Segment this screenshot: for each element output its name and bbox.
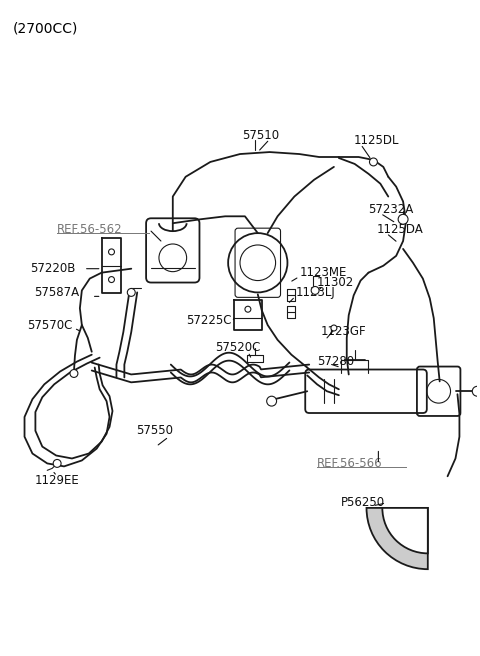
Circle shape — [53, 459, 61, 467]
Text: 57510: 57510 — [242, 129, 279, 142]
Text: (2700CC): (2700CC) — [12, 22, 78, 35]
Text: 1129EE: 1129EE — [35, 474, 79, 487]
Wedge shape — [367, 508, 428, 569]
Text: REF.56-562: REF.56-562 — [57, 222, 123, 236]
Circle shape — [245, 306, 251, 312]
Circle shape — [311, 287, 319, 295]
Text: 57232A: 57232A — [369, 203, 414, 216]
Text: 57220B: 57220B — [30, 262, 76, 276]
Text: 11302: 11302 — [317, 276, 354, 289]
Text: 57550: 57550 — [136, 424, 173, 438]
Circle shape — [70, 369, 78, 377]
Circle shape — [108, 277, 114, 283]
Wedge shape — [383, 508, 428, 554]
Circle shape — [398, 215, 408, 224]
Text: 1123ME: 1123ME — [300, 266, 347, 279]
Text: 1125DL: 1125DL — [354, 134, 399, 147]
Circle shape — [267, 396, 276, 406]
Text: 57225C: 57225C — [186, 314, 231, 327]
Text: 1123GF: 1123GF — [321, 325, 367, 338]
Text: REF.56-566: REF.56-566 — [317, 457, 383, 470]
Circle shape — [370, 158, 377, 166]
Circle shape — [331, 325, 337, 331]
Text: 1125DA: 1125DA — [376, 222, 423, 236]
Circle shape — [127, 289, 135, 297]
Circle shape — [108, 249, 114, 255]
Text: 57570C: 57570C — [27, 319, 73, 331]
Text: 1123LJ: 1123LJ — [295, 286, 335, 299]
Circle shape — [472, 386, 480, 396]
Text: 57587A: 57587A — [35, 286, 80, 299]
Text: 57520C: 57520C — [216, 341, 261, 354]
Text: P56250: P56250 — [341, 497, 385, 510]
Text: 57280: 57280 — [317, 355, 354, 368]
